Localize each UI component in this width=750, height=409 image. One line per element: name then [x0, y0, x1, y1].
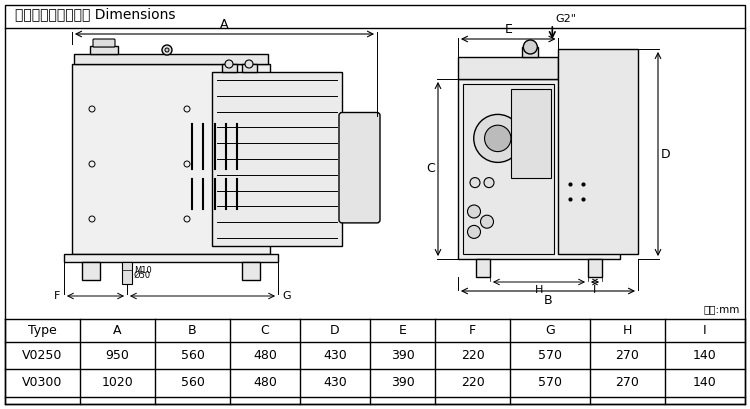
Circle shape — [484, 178, 494, 188]
Bar — [458, 79, 620, 259]
Text: G: G — [282, 291, 291, 301]
Bar — [511, 89, 551, 178]
Circle shape — [467, 205, 481, 218]
Bar — [463, 84, 554, 254]
Text: I: I — [704, 324, 706, 337]
Text: 950: 950 — [106, 349, 130, 362]
Text: F: F — [469, 324, 476, 337]
Text: 220: 220 — [460, 377, 484, 389]
Text: Ø50: Ø50 — [134, 271, 151, 280]
Text: D: D — [661, 148, 670, 160]
Bar — [476, 259, 490, 277]
Bar — [522, 47, 538, 57]
Text: 140: 140 — [693, 349, 717, 362]
Circle shape — [162, 45, 172, 55]
Text: 390: 390 — [391, 377, 414, 389]
Text: E: E — [504, 23, 512, 36]
Circle shape — [225, 60, 233, 68]
Circle shape — [165, 48, 169, 52]
Bar — [242, 64, 257, 72]
Text: 270: 270 — [616, 349, 640, 362]
Bar — [82, 262, 100, 280]
Bar — [74, 54, 268, 64]
Text: V0250: V0250 — [22, 349, 63, 362]
Text: 1020: 1020 — [102, 377, 134, 389]
Bar — [242, 262, 260, 280]
Bar — [458, 57, 559, 79]
Text: F: F — [54, 291, 60, 301]
Text: H: H — [535, 285, 543, 295]
Text: C: C — [261, 324, 269, 337]
Text: 480: 480 — [253, 349, 277, 362]
Text: 單位:mm: 單位:mm — [704, 304, 740, 314]
Text: H: H — [622, 324, 632, 337]
Text: 外型尺寸及安裝尺寸 Dimensions: 外型尺寸及安裝尺寸 Dimensions — [15, 7, 176, 21]
FancyBboxPatch shape — [339, 112, 380, 223]
Text: M10: M10 — [134, 266, 152, 275]
Text: 570: 570 — [538, 377, 562, 389]
Text: 220: 220 — [460, 349, 484, 362]
Text: D: D — [330, 324, 340, 337]
Text: B: B — [544, 294, 552, 307]
Circle shape — [467, 225, 481, 238]
Text: 270: 270 — [616, 377, 640, 389]
Circle shape — [474, 115, 522, 162]
Text: I: I — [593, 285, 597, 295]
Text: 560: 560 — [181, 349, 205, 362]
Text: C: C — [426, 162, 435, 175]
Text: 430: 430 — [323, 377, 346, 389]
FancyBboxPatch shape — [93, 39, 115, 47]
Bar — [222, 64, 237, 72]
Bar — [90, 46, 118, 54]
Bar — [72, 64, 270, 254]
Text: V0300: V0300 — [22, 377, 63, 389]
Text: 430: 430 — [323, 349, 346, 362]
Text: G: G — [545, 324, 555, 337]
Circle shape — [524, 40, 537, 54]
Text: 570: 570 — [538, 349, 562, 362]
Circle shape — [484, 125, 511, 152]
Text: 480: 480 — [253, 377, 277, 389]
Text: E: E — [398, 324, 406, 337]
Text: A: A — [220, 18, 229, 31]
Text: Type: Type — [28, 324, 57, 337]
Circle shape — [481, 215, 494, 228]
Text: 140: 140 — [693, 377, 717, 389]
Bar — [212, 72, 342, 246]
Bar — [588, 259, 602, 277]
Text: A: A — [113, 324, 122, 337]
Bar — [122, 262, 132, 284]
Text: 560: 560 — [181, 377, 205, 389]
Text: 390: 390 — [391, 349, 414, 362]
Text: G2": G2" — [555, 14, 576, 24]
Circle shape — [470, 178, 480, 188]
Bar — [559, 49, 638, 254]
Circle shape — [245, 60, 253, 68]
Bar — [64, 254, 278, 262]
Text: B: B — [188, 324, 196, 337]
